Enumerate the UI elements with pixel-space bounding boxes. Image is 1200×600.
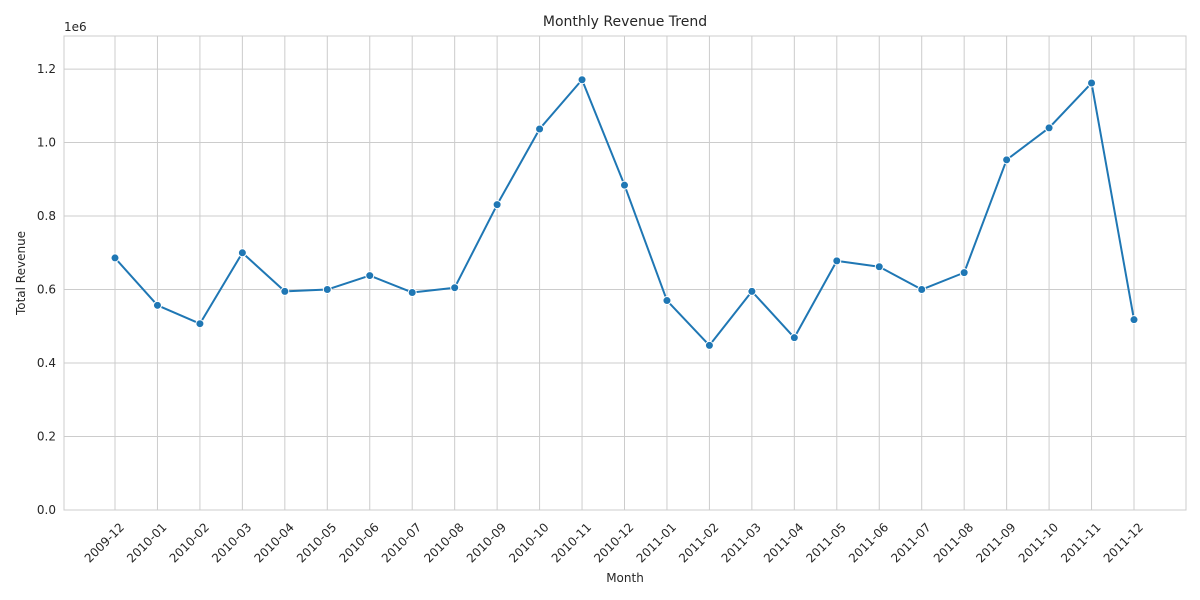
y-tick-label: 0.4: [37, 356, 56, 370]
x-tick-label: 2011-04: [761, 520, 806, 565]
grid-layer: [64, 36, 1186, 511]
data-point: [704, 340, 714, 350]
data-point: [874, 262, 884, 272]
data-point: [492, 200, 502, 210]
series-points-layer: [110, 75, 1139, 350]
data-point: [1087, 78, 1097, 88]
y-tick-label: 1.0: [37, 136, 56, 150]
x-tick-label: 2010-02: [167, 520, 212, 565]
x-tick-label: 2011-02: [676, 520, 721, 565]
data-point: [365, 271, 375, 281]
x-tick-label: 2010-11: [549, 520, 594, 565]
x-tick-label: 2010-08: [421, 520, 466, 565]
x-tick-label: 2010-05: [294, 520, 339, 565]
data-point: [662, 296, 672, 306]
y-tick-label: 0.6: [37, 283, 56, 297]
y-tick-labels: 0.0 0.2 0.4 0.6 0.8 1.0 1.2: [37, 62, 56, 517]
y-tick-label: 0.0: [37, 503, 56, 517]
x-tick-label: 2011-06: [846, 520, 891, 565]
data-point: [1129, 315, 1139, 325]
x-tick-label: 2010-01: [124, 520, 169, 565]
data-point: [1044, 123, 1054, 133]
data-point: [322, 285, 332, 295]
y-tick-label: 0.8: [37, 209, 56, 223]
x-tick-label: 2011-10: [1016, 520, 1061, 565]
x-tick-label: 2011-01: [634, 520, 679, 565]
data-point: [152, 300, 162, 310]
x-tick-label: 2011-09: [973, 520, 1018, 565]
data-point: [407, 287, 417, 297]
y-tick-label: 0.2: [37, 430, 56, 444]
data-point: [195, 319, 205, 329]
x-tick-label: 2010-10: [506, 520, 551, 565]
chart-title: Monthly Revenue Trend: [543, 14, 707, 30]
data-point: [237, 248, 247, 258]
y-axis-offset-label: 1e6: [64, 20, 87, 34]
x-tick-labels: 2009-122010-012010-022010-032010-042010-…: [82, 520, 1146, 565]
data-point: [917, 285, 927, 295]
x-tick-label: 2011-08: [931, 520, 976, 565]
data-point: [789, 333, 799, 343]
x-tick-label: 2011-11: [1058, 520, 1103, 565]
x-tick-label: 2010-04: [252, 520, 297, 565]
data-point: [110, 253, 120, 263]
data-point: [959, 268, 969, 278]
x-tick-label: 2010-12: [591, 520, 636, 565]
x-tick-label: 2011-05: [803, 520, 848, 565]
data-point: [280, 286, 290, 296]
x-tick-label: 2011-03: [719, 520, 764, 565]
data-point: [535, 124, 545, 134]
data-point: [1002, 155, 1012, 165]
x-tick-label: 2010-06: [336, 520, 381, 565]
data-point: [450, 283, 460, 293]
x-tick-label: 2010-03: [209, 520, 254, 565]
x-tick-label: 2010-09: [464, 520, 509, 565]
data-point: [620, 180, 629, 190]
data-point: [577, 75, 587, 85]
x-tick-label: 2010-07: [379, 520, 424, 565]
x-tick-label: 2011-12: [1101, 520, 1146, 565]
axes-frame: [63, 35, 1187, 511]
x-tick-label: 2011-07: [888, 520, 933, 565]
y-axis-label: Total Revenue: [14, 231, 28, 316]
y-tick-label: 1.2: [37, 62, 56, 76]
x-axis-label: Month: [606, 571, 644, 585]
x-tick-label: 2009-12: [82, 520, 127, 565]
data-point: [747, 286, 757, 296]
data-point: [832, 256, 842, 266]
